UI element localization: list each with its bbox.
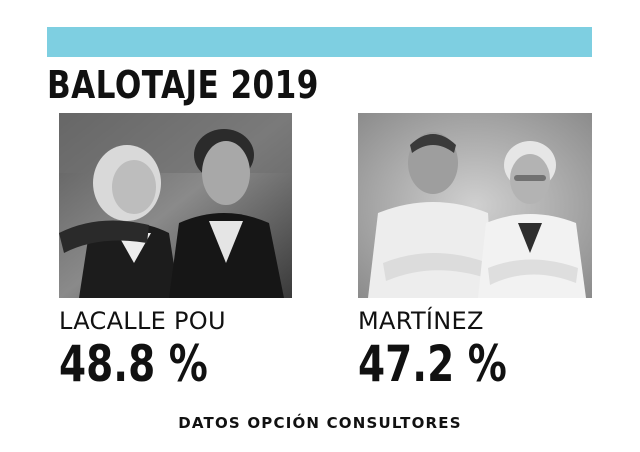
candidate-percent-martinez: 47.2 % <box>358 335 507 393</box>
data-source-caption: DATOS OPCIÓN CONSULTORES <box>178 414 462 432</box>
candidate-photo-lacalle-pou <box>59 113 292 298</box>
candidate-name-lacalle-pou: LACALLE POU <box>59 307 226 335</box>
page-title: BALOTAJE 2019 <box>47 63 319 107</box>
photo-illustration-right <box>358 113 592 298</box>
top-accent-bar <box>47 27 592 57</box>
candidate-photo-martinez <box>358 113 592 298</box>
photo-illustration-left <box>59 113 292 298</box>
candidate-name-martinez: MARTÍNEZ <box>358 307 484 335</box>
candidate-percent-lacalle-pou: 48.8 % <box>59 335 208 393</box>
